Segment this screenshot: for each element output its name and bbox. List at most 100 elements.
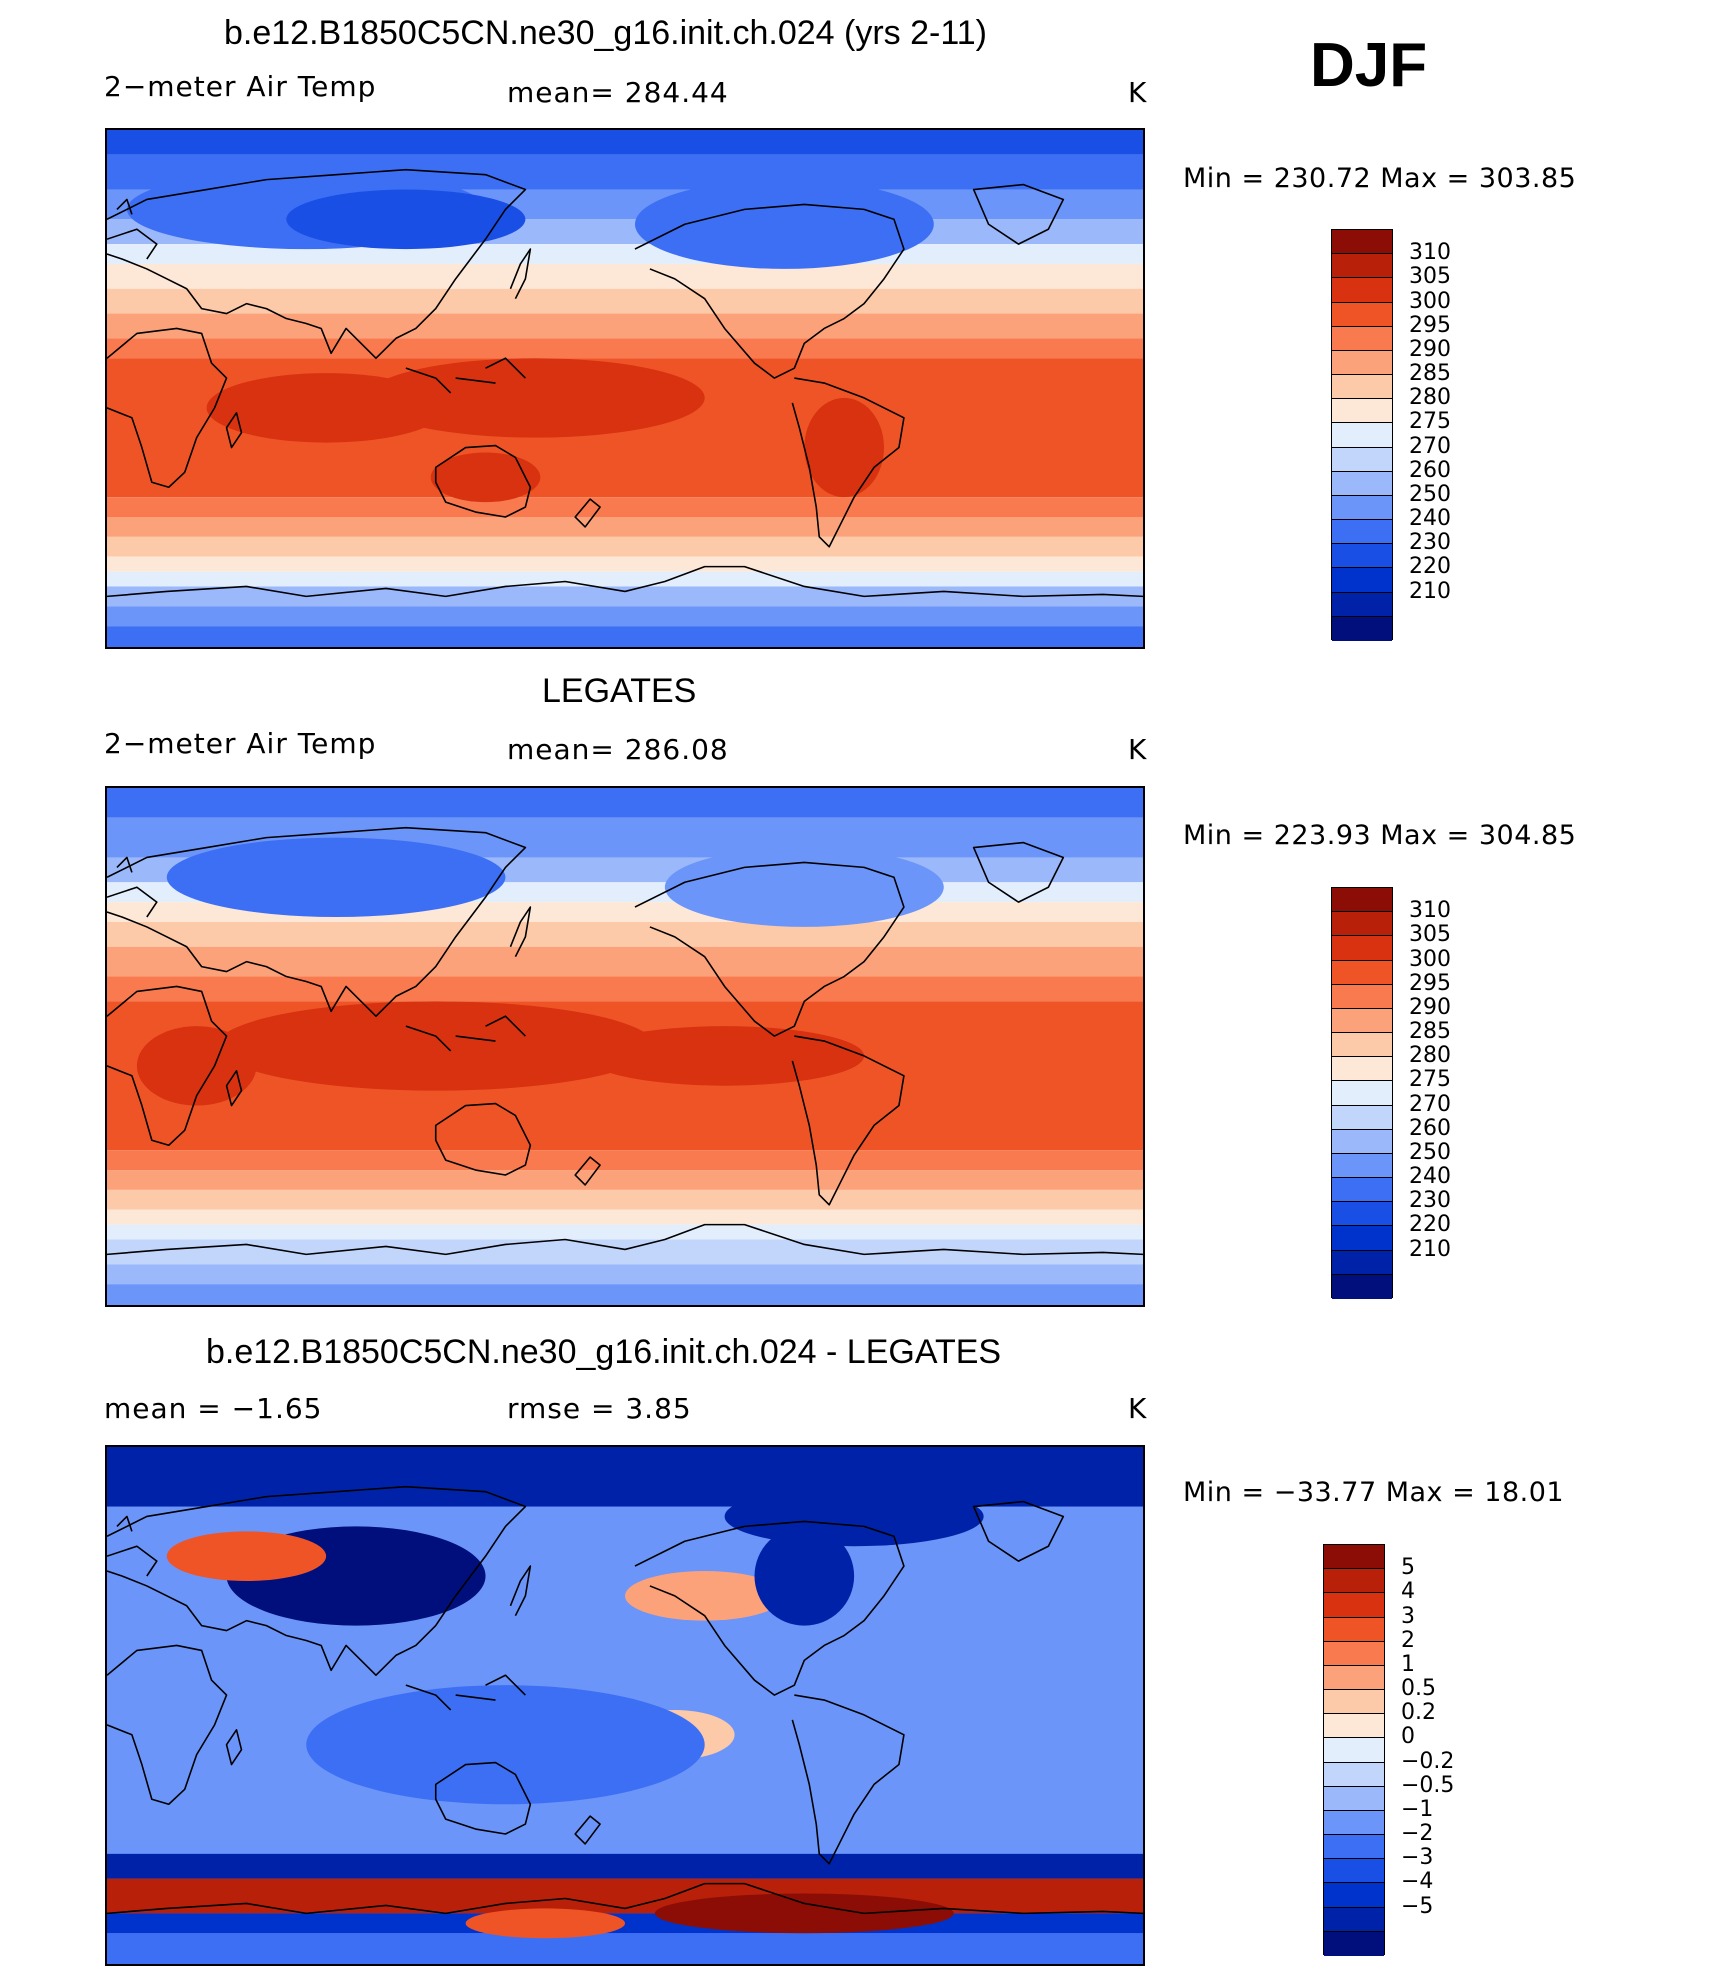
- coastlines: [107, 168, 1143, 598]
- coastline-segment: [405, 1015, 526, 1052]
- cold-bias-region: [306, 1685, 705, 1805]
- colorbar-swatch: [1332, 326, 1392, 351]
- panel2-colorbar: [1331, 887, 1393, 1299]
- colorbar-tick-label: 305: [1409, 264, 1451, 290]
- colorbar-tick-label: 260: [1409, 457, 1451, 483]
- colorbar-swatch: [1324, 1859, 1384, 1884]
- coastline-segment: [107, 856, 158, 918]
- contour-band: [107, 571, 1143, 587]
- panel3-units-label: K: [1128, 1392, 1148, 1425]
- colorbar-swatch: [1332, 592, 1392, 617]
- coastline-segment: [107, 198, 158, 260]
- colorbar-swatch: [1332, 375, 1392, 400]
- colorbar-tick-label: 305: [1409, 922, 1451, 948]
- colorbar-swatch: [1332, 984, 1392, 1009]
- panel2-colorbar-labels: 310 305 300 295 290 285 280 275 270 260 250 240 230 2…: [1409, 887, 1509, 1298]
- contour-band: [107, 1224, 1143, 1240]
- colorbar-swatch: [1332, 423, 1392, 448]
- contour-band: [107, 556, 1143, 572]
- warm-land-region: [804, 397, 884, 498]
- coastline-segment: [107, 565, 1143, 598]
- cold-continent-region: [286, 189, 526, 250]
- colorbar-tick-label: −2: [1401, 1821, 1434, 1847]
- colorbar-swatch: [1332, 1129, 1392, 1154]
- contour-band: [107, 1170, 1143, 1190]
- panel3-map: [105, 1445, 1145, 1966]
- colorbar-swatch: [1332, 447, 1392, 472]
- contour-band: [107, 1209, 1143, 1225]
- coastline-segment: [634, 203, 905, 379]
- coastline-segment: [107, 327, 228, 489]
- cold-bias-region: [754, 1526, 855, 1626]
- contour-band: [107, 1853, 1143, 1879]
- colorbar-tick-label: 220: [1409, 554, 1451, 580]
- coastline-segment: [107, 826, 527, 1018]
- colorbar-tick-label: 1: [1401, 1651, 1415, 1677]
- colorbar-tick-label: 285: [1409, 361, 1451, 387]
- contour-band: [107, 606, 1143, 627]
- colorbar-tick-label: −0.5: [1401, 1772, 1455, 1798]
- colorbar-tick-label: 5: [1401, 1555, 1415, 1581]
- colorbar-tick-label: 220: [1409, 1212, 1451, 1238]
- colorbar-tick-label: 290: [1409, 994, 1451, 1020]
- colorbar-swatch: [1324, 1641, 1384, 1666]
- coastlines: [107, 826, 1143, 1256]
- colorbar-tick-label: 3: [1401, 1603, 1415, 1629]
- contour-band: [107, 1150, 1143, 1171]
- cold-continent-region: [166, 837, 506, 918]
- colorbar-swatch: [1332, 1226, 1392, 1251]
- contour-band: [107, 263, 1143, 289]
- colorbar-swatch: [1332, 1033, 1392, 1058]
- contour-band: [107, 338, 1143, 359]
- panel1-minmax: Min = 230.72 Max = 303.85: [1183, 163, 1577, 194]
- colorbar-tick-label: 250: [1409, 481, 1451, 507]
- colorbar-tick-label: 230: [1409, 1188, 1451, 1214]
- colorbar-swatch: [1332, 471, 1392, 496]
- coastline-segment: [574, 498, 601, 528]
- warm-land-region: [430, 452, 541, 503]
- coastline-segment: [791, 1035, 905, 1206]
- contour-band: [107, 921, 1143, 947]
- coastline-segment: [634, 1520, 905, 1696]
- contour-band: [107, 497, 1143, 518]
- colorbar-swatch: [1324, 1714, 1384, 1739]
- colorbar-swatch: [1332, 302, 1392, 327]
- colorbar-swatch: [1324, 1690, 1384, 1715]
- colorbar-swatch: [1332, 616, 1392, 641]
- colorbar-swatch: [1324, 1738, 1384, 1763]
- colorbar-swatch: [1332, 495, 1392, 521]
- colorbar-swatch: [1324, 1545, 1384, 1570]
- coastline-segment: [107, 1644, 228, 1806]
- colorbar-swatch: [1332, 1202, 1392, 1227]
- colorbar-swatch: [1332, 1008, 1392, 1034]
- contour-band: [107, 946, 1143, 977]
- colorbar-tick-label: 270: [1409, 433, 1451, 459]
- colorbar-tick-label: 250: [1409, 1139, 1451, 1165]
- colorbar-swatch: [1324, 1786, 1384, 1811]
- colorbar-swatch: [1332, 936, 1392, 961]
- colorbar-swatch: [1332, 960, 1392, 985]
- colorbar-swatch: [1332, 1153, 1392, 1179]
- colorbar-swatch: [1332, 350, 1392, 376]
- coastline-segment: [574, 1156, 601, 1186]
- colorbar-tick-label: −0.2: [1401, 1748, 1455, 1774]
- coastline-segment: [107, 168, 527, 360]
- coastline-segment: [225, 412, 243, 449]
- coastline-segment: [225, 1729, 243, 1766]
- colorbar-swatch: [1324, 1617, 1384, 1642]
- colorbar-swatch: [1332, 544, 1392, 569]
- coastline-segment: [107, 1515, 158, 1577]
- panel1-colorbar: [1331, 229, 1393, 641]
- colorbar-tick-label: 260: [1409, 1115, 1451, 1141]
- coastline-segment: [434, 1102, 532, 1176]
- cold-bias-region: [724, 1486, 984, 1547]
- coastline-segment: [972, 183, 1065, 245]
- colorbar-swatch: [1324, 1665, 1384, 1691]
- coastline-segment: [791, 1694, 905, 1865]
- warm-bias-region: [465, 1908, 625, 1939]
- warm-bias-region: [625, 1571, 785, 1621]
- colorbar-tick-label: −4: [1401, 1869, 1434, 1895]
- colorbar-tick-label: 0.5: [1401, 1676, 1436, 1702]
- coastline-segment: [574, 1815, 601, 1845]
- coastline-segment: [225, 1070, 243, 1107]
